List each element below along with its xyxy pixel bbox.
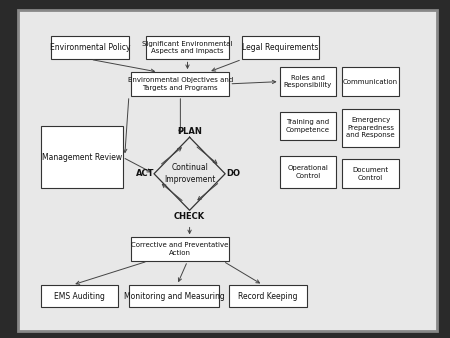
Text: Significant Environmental
Aspects and Impacts: Significant Environmental Aspects and Im… xyxy=(142,41,233,54)
FancyBboxPatch shape xyxy=(279,67,336,96)
FancyBboxPatch shape xyxy=(129,285,219,307)
Text: Environmental Objectives and
Targets and Programs: Environmental Objectives and Targets and… xyxy=(127,77,233,91)
FancyBboxPatch shape xyxy=(279,112,336,140)
Text: Communication: Communication xyxy=(343,79,398,84)
Text: CHECK: CHECK xyxy=(174,212,205,220)
Text: PLAN: PLAN xyxy=(177,127,202,136)
FancyBboxPatch shape xyxy=(131,237,230,261)
Text: Corrective and Preventative
Action: Corrective and Preventative Action xyxy=(131,242,229,256)
FancyBboxPatch shape xyxy=(51,35,129,59)
Text: Legal Requirements: Legal Requirements xyxy=(243,43,319,52)
Text: EMS Auditing: EMS Auditing xyxy=(54,292,105,300)
Text: Operational
Control: Operational Control xyxy=(288,165,328,179)
FancyBboxPatch shape xyxy=(41,126,122,188)
Text: Record Keeping: Record Keeping xyxy=(238,292,298,300)
FancyBboxPatch shape xyxy=(146,35,230,59)
Text: Environmental Policy: Environmental Policy xyxy=(50,43,130,52)
Text: Management Review: Management Review xyxy=(42,152,122,162)
Text: Document
Control: Document Control xyxy=(352,167,389,180)
FancyBboxPatch shape xyxy=(230,285,307,307)
FancyBboxPatch shape xyxy=(342,108,399,147)
FancyBboxPatch shape xyxy=(41,285,118,307)
FancyBboxPatch shape xyxy=(131,72,230,96)
Text: Training and
Competence: Training and Competence xyxy=(286,119,330,133)
Text: ACT: ACT xyxy=(136,169,155,178)
Text: Monitoring and Measuring: Monitoring and Measuring xyxy=(123,292,224,300)
Text: DO: DO xyxy=(226,169,241,178)
FancyBboxPatch shape xyxy=(342,160,399,188)
Text: Continual
Improvement: Continual Improvement xyxy=(164,163,215,184)
Text: Roles and
Responsibility: Roles and Responsibility xyxy=(284,75,332,88)
FancyBboxPatch shape xyxy=(279,156,336,188)
FancyBboxPatch shape xyxy=(342,67,399,96)
Text: Emergency
Preparedness
and Response: Emergency Preparedness and Response xyxy=(346,117,395,138)
FancyBboxPatch shape xyxy=(242,35,320,59)
